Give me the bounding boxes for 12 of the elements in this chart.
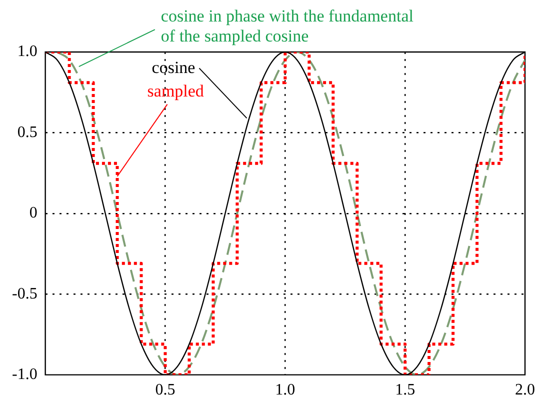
x-tick-label: 0.5 [155, 382, 176, 399]
annotation: sampled [147, 81, 204, 100]
x-tick-label: 1.0 [275, 382, 296, 399]
y-tick-label: 0.5 [17, 124, 38, 141]
y-tick-label: -0.5 [12, 285, 38, 302]
x-tick-label: 2.0 [515, 382, 535, 399]
annotation: cosine [152, 58, 196, 78]
y-tick-label: 0 [29, 204, 38, 222]
y-tick-label: 1.0 [17, 43, 38, 60]
x-tick-label: 1.5 [395, 382, 416, 399]
y-tick-label: -1.0 [12, 366, 38, 384]
annotation: cosine in phase with the fundamental of the sampled cosine [160, 6, 414, 46]
